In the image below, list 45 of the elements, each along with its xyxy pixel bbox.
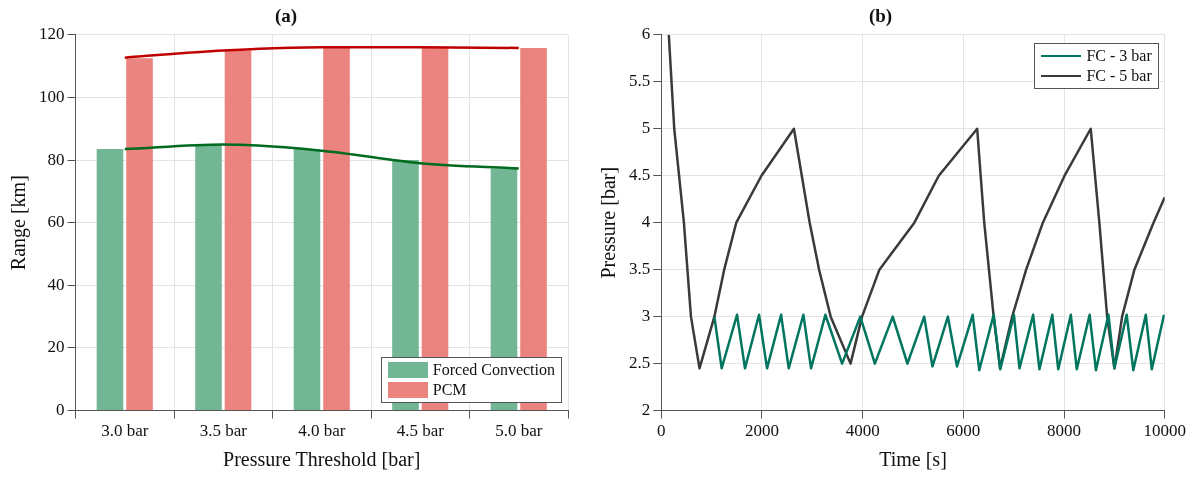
line-series: [123, 143, 520, 170]
y-tick-label: 6: [641, 24, 651, 44]
x-tick-label: 3.5 bar: [199, 421, 248, 441]
y-tick-label: 20: [47, 337, 65, 357]
bar: [96, 149, 124, 411]
y-tick-label: 120: [39, 24, 65, 44]
x-tick-label: 4000: [845, 421, 880, 441]
y-tick-label: 5: [641, 118, 651, 138]
x-tick-label: 5.0 bar: [495, 421, 543, 441]
x-tick-label: 2000: [744, 421, 779, 441]
y-tick-label: 2.5: [629, 353, 651, 373]
x-tick-label: 0: [657, 421, 666, 441]
y-tick-label: 0: [56, 400, 65, 420]
y-tick-label: 5.5: [629, 71, 651, 91]
legend-label: FC - 5 bar: [1086, 65, 1152, 86]
x-tick-label: 3.0 bar: [101, 421, 149, 441]
y-tick-label: 100: [39, 86, 65, 106]
y-tick-label: 4.5: [629, 165, 651, 185]
y-tick-label: 2: [641, 400, 651, 420]
y-tick-label: 4: [641, 212, 651, 232]
legend-label: FC - 3 bar: [1086, 45, 1152, 66]
legend-label: PCM: [432, 379, 467, 400]
bar: [224, 50, 252, 411]
legend-label: Forced Convection: [432, 359, 555, 380]
y-axis-title: Range [km]: [7, 175, 31, 271]
x-tick-label: 8000: [1047, 421, 1082, 441]
y-tick-label: 40: [47, 274, 65, 294]
x-axis-title: Pressure Threshold [bar]: [223, 448, 421, 471]
y-tick-label: 3.5: [629, 259, 651, 279]
x-tick-label: 4.0 bar: [298, 421, 346, 441]
chart-title: (a): [274, 5, 298, 28]
y-tick-label: 3: [641, 306, 651, 326]
x-tick-label: 6000: [946, 421, 981, 441]
bar: [195, 144, 222, 411]
y-axis-title: Pressure [bar]: [597, 166, 620, 279]
x-tick-label: 4.5 bar: [396, 421, 445, 441]
bar: [126, 58, 153, 411]
y-tick-label: 60: [47, 212, 65, 232]
x-tick-label: 10000: [1143, 421, 1186, 441]
line-series: [123, 46, 520, 59]
chart-title: (b): [868, 5, 893, 28]
bar: [293, 149, 321, 411]
bar: [323, 47, 350, 411]
y-tick-label: 80: [47, 149, 65, 169]
x-axis-title: Time [s]: [879, 448, 947, 471]
